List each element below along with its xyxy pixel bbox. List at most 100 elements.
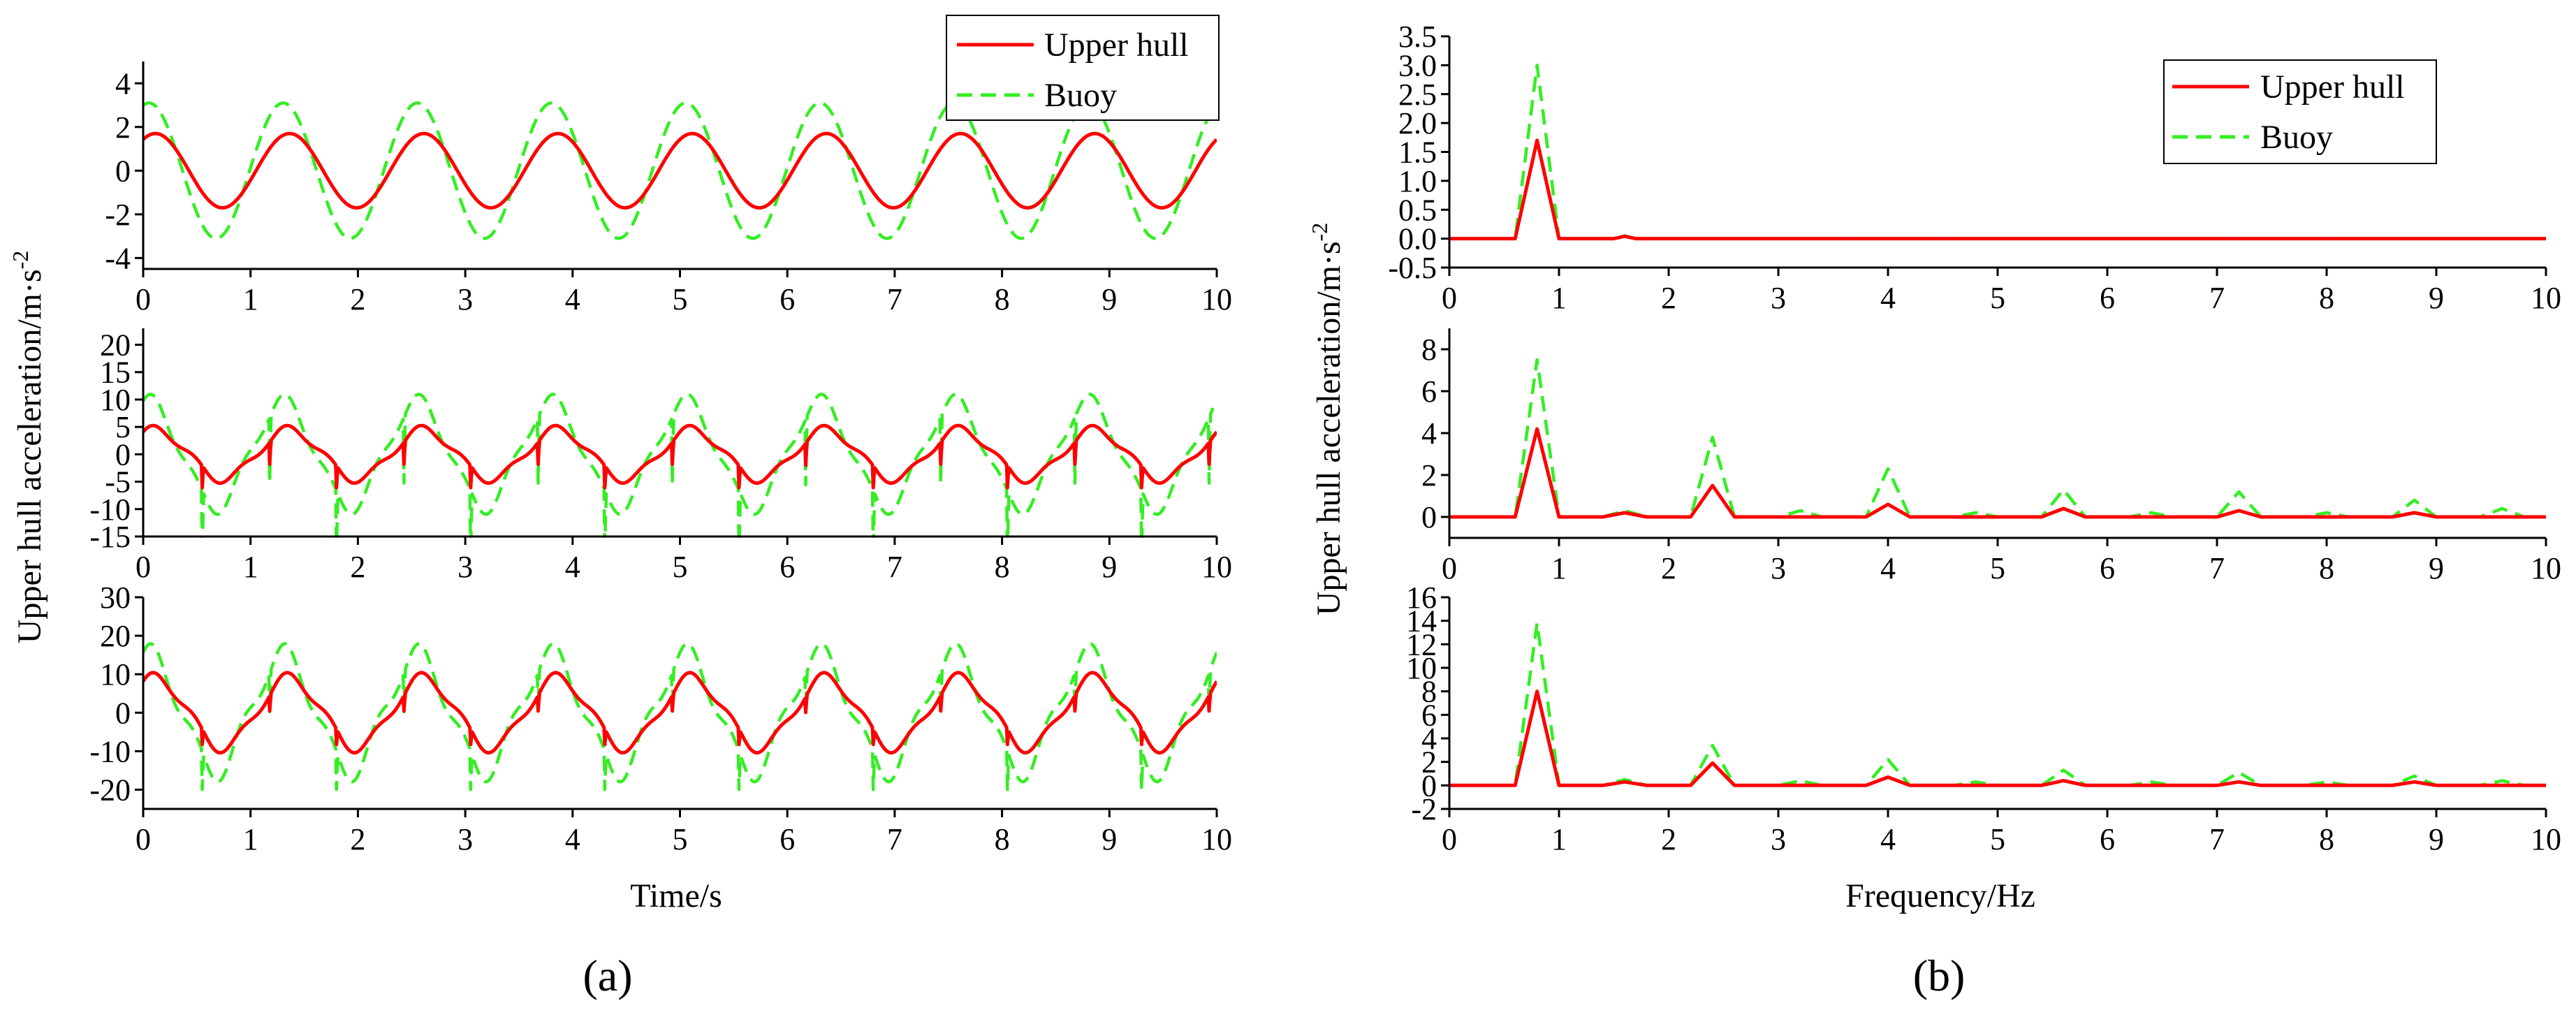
ytick-label-b2: 4 bbox=[1421, 416, 1437, 451]
ytick-label-a2: -15 bbox=[89, 520, 131, 554]
legend-b-upper-hull-label: Upper hull bbox=[2260, 68, 2405, 105]
ytick-label-a1: -4 bbox=[105, 241, 131, 275]
series-b1-upper-hull bbox=[1449, 138, 2546, 241]
ytick-label-b1: 2.0 bbox=[1398, 106, 1437, 140]
ytick-label-a3: 10 bbox=[100, 657, 131, 692]
xtick-label-b3: 2 bbox=[1661, 822, 1676, 856]
xtick-label-a2: 1 bbox=[243, 550, 258, 584]
ytick-label-a2: 5 bbox=[115, 410, 131, 444]
xtick-label-b1: 3 bbox=[1771, 281, 1786, 315]
ytick-label-a3: -20 bbox=[89, 773, 131, 807]
xtick-label-a1: 7 bbox=[887, 282, 902, 316]
panel-label-a: (a) bbox=[583, 951, 632, 1000]
ytick-label-b3: 4 bbox=[1421, 722, 1437, 756]
ytick-label-b1: 1.5 bbox=[1398, 136, 1437, 170]
xtick-label-a2: 4 bbox=[565, 550, 580, 584]
ylabel-a: Upper hull acceleration/m·s-2 bbox=[8, 251, 48, 643]
xtick-label-b2: 8 bbox=[2319, 551, 2334, 585]
xtick-label-a2: 10 bbox=[1201, 550, 1232, 584]
ylabel-b: Upper hull acceleration/m·s-2 bbox=[1307, 223, 1347, 615]
xtick-label-a1: 3 bbox=[458, 282, 473, 316]
xtick-label-a2: 6 bbox=[780, 550, 795, 584]
series-a2-buoy bbox=[143, 393, 1217, 538]
xtick-label-b1: 4 bbox=[1880, 281, 1896, 315]
xtick-label-b2: 5 bbox=[1990, 551, 2005, 585]
xtick-label-b3: 7 bbox=[2209, 822, 2225, 856]
xtick-label-b1: 6 bbox=[2100, 281, 2115, 315]
xtick-label-b1: 7 bbox=[2209, 281, 2225, 315]
xtick-label-b1: 5 bbox=[1990, 281, 2005, 315]
legend-a-upper-hull-label: Upper hull bbox=[1044, 27, 1189, 64]
legend-a: Upper hull Buoy bbox=[946, 15, 1220, 121]
ytick-label-a1: 2 bbox=[115, 110, 131, 145]
chart-a3: -20 -10 0 10 20 30 0 1 2 3 4 5 6 7 8 9 10 bbox=[89, 580, 1232, 856]
ytick-label-b2: 8 bbox=[1421, 333, 1437, 367]
ytick-label-b3: 0 bbox=[1421, 768, 1437, 803]
xtick-label-a1: 6 bbox=[780, 282, 795, 316]
xtick-label-b1: 1 bbox=[1551, 281, 1567, 315]
xtick-label-a1: 9 bbox=[1102, 282, 1117, 316]
chart-b1: -0.50.00.51.01.52.02.53.03.5 0 1 2 3 4 5 6 7 8 9 10 bbox=[1388, 20, 2561, 315]
ytick-label-a2: 10 bbox=[100, 383, 131, 417]
ytick-label-b3: 16 bbox=[1406, 580, 1437, 615]
ytick-label-b3: 14 bbox=[1406, 604, 1437, 638]
ytick-label-b1: -0.5 bbox=[1388, 251, 1437, 285]
ytick-label-b3: -2 bbox=[1411, 792, 1437, 826]
ytick-label-a3: 0 bbox=[115, 696, 131, 730]
xtick-label-b2: 6 bbox=[2100, 551, 2115, 585]
xtick-label-a3: 8 bbox=[995, 822, 1010, 856]
xtick-label-b2: 4 bbox=[1880, 551, 1896, 585]
legend-b: Upper hull Buoy bbox=[2163, 59, 2437, 164]
ytick-label-b1: 3.0 bbox=[1398, 48, 1437, 82]
xtick-label-a3: 3 bbox=[458, 822, 473, 856]
ytick-label-b1: 0.5 bbox=[1398, 193, 1437, 227]
ytick-label-a1: 4 bbox=[115, 66, 131, 101]
ytick-label-b2: 0 bbox=[1421, 500, 1437, 534]
ytick-label-a3: -10 bbox=[89, 734, 131, 768]
ytick-label-b1: 3.5 bbox=[1398, 20, 1437, 54]
xtick-label-b1: 8 bbox=[2319, 281, 2334, 315]
xtick-label-a3: 2 bbox=[350, 822, 365, 856]
xtick-label-b3: 4 bbox=[1880, 822, 1896, 856]
xtick-label-b1: 9 bbox=[2429, 281, 2444, 315]
ytick-label-b3: 10 bbox=[1406, 651, 1437, 685]
xtick-label-b2: 10 bbox=[2531, 551, 2561, 585]
xtick-label-b3: 0 bbox=[1442, 822, 1457, 856]
xtick-label-a3: 7 bbox=[887, 822, 902, 856]
xtick-label-a1: 5 bbox=[673, 282, 688, 316]
xtick-label-b1: 0 bbox=[1442, 281, 1457, 315]
ytick-label-a3: 30 bbox=[100, 580, 131, 615]
ytick-label-b1: 2.5 bbox=[1398, 78, 1437, 112]
ytick-label-a2: 0 bbox=[115, 437, 131, 472]
ytick-label-b3: 8 bbox=[1421, 675, 1437, 709]
ytick-label-b1: 0.0 bbox=[1398, 222, 1437, 256]
xtick-label-a3: 4 bbox=[565, 822, 580, 856]
ytick-label-b1: 1.0 bbox=[1398, 164, 1437, 198]
xtick-label-a1: 4 bbox=[565, 282, 580, 316]
xtick-label-a1: 10 bbox=[1201, 282, 1232, 316]
xtick-label-b3: 10 bbox=[2531, 822, 2561, 856]
series-a1-buoy bbox=[143, 101, 1217, 240]
series-a3-upper-hull bbox=[143, 671, 1217, 755]
xtick-label-a2: 5 bbox=[673, 550, 688, 584]
xtick-label-b1: 2 bbox=[1661, 281, 1676, 315]
xtick-label-b2: 1 bbox=[1551, 551, 1567, 585]
ytick-label-b2: 2 bbox=[1421, 458, 1437, 492]
xtick-label-a3: 9 bbox=[1102, 822, 1117, 856]
series-a1-upper-hull bbox=[143, 131, 1217, 210]
xtick-label-a3: 6 bbox=[780, 822, 795, 856]
xtick-label-a2: 8 bbox=[995, 550, 1010, 584]
ytick-label-a1: -2 bbox=[105, 198, 131, 232]
xtick-label-b2: 0 bbox=[1442, 551, 1457, 585]
series-b3-upper-hull bbox=[1449, 689, 2546, 787]
legend-a-buoy-label: Buoy bbox=[1044, 77, 1117, 114]
xtick-label-b3: 5 bbox=[1990, 822, 2005, 856]
xtick-label-b1: 10 bbox=[2531, 281, 2561, 315]
xtick-label-b3: 9 bbox=[2429, 822, 2444, 856]
ytick-label-a2: -10 bbox=[89, 492, 131, 527]
ytick-label-a1: 0 bbox=[115, 154, 131, 188]
ytick-label-a2: -5 bbox=[105, 465, 131, 499]
xtick-label-a3: 5 bbox=[673, 822, 688, 856]
